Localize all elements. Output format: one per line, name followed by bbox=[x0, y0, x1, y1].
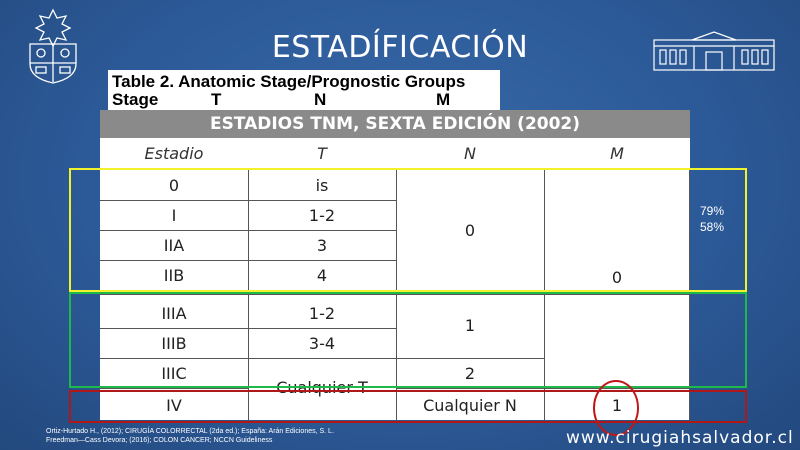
merged-cell-m1: 1 bbox=[611, 395, 623, 415]
table-row-t: 4 bbox=[316, 265, 328, 285]
grid-line bbox=[689, 168, 690, 420]
table-row-estadio: IIIA bbox=[161, 303, 187, 323]
university-crest-icon bbox=[29, 8, 77, 84]
table-row-t: 1-2 bbox=[308, 205, 336, 225]
merged-cell-m0: 0 bbox=[611, 267, 623, 287]
grid-line bbox=[544, 294, 690, 295]
website-url: www.cirugiahsalvador.cl bbox=[566, 428, 794, 448]
red-circle-annotation bbox=[593, 380, 639, 436]
merged-cell-n1: 1 bbox=[464, 315, 476, 335]
green-highlight-box bbox=[69, 292, 747, 388]
grid-line bbox=[396, 168, 397, 420]
hospital-building-icon bbox=[653, 31, 775, 71]
table-row-estadio: IIA bbox=[163, 235, 185, 255]
table-row-estadio: IIIB bbox=[161, 333, 187, 353]
grid-line bbox=[544, 168, 545, 420]
grid-line bbox=[544, 388, 690, 389]
table-row-t: 3 bbox=[316, 235, 328, 255]
citation-line: Freedman—Cass Devora; (2016); COLON CANC… bbox=[46, 437, 273, 444]
percentage-label: 79% bbox=[700, 204, 725, 218]
col-header-estadio: Estadio bbox=[144, 143, 204, 163]
slide-title: ESTADÍFICACIÓN bbox=[271, 30, 529, 65]
table-row-estadio: IIB bbox=[163, 265, 185, 285]
yellow-highlight-box bbox=[69, 168, 747, 292]
table-row-estadio: I bbox=[171, 205, 177, 225]
percentage-label: 58% bbox=[700, 220, 725, 234]
grid-line bbox=[100, 388, 248, 389]
col-header-n: N bbox=[464, 143, 476, 163]
table-row-t: 3-4 bbox=[308, 333, 336, 353]
grid-line bbox=[396, 388, 544, 389]
table-row-estadio: IIIC bbox=[161, 363, 187, 383]
table-row-t: is bbox=[315, 175, 329, 195]
table-heading: ESTADIOS TNM, SEXTA EDICIÓN (2002) bbox=[100, 110, 690, 138]
grid-line bbox=[248, 168, 249, 420]
background-col-stage: Stage bbox=[112, 90, 159, 109]
grid-line bbox=[100, 294, 544, 295]
table-row-t: 1-2 bbox=[308, 303, 336, 323]
merged-cell-n2: 2 bbox=[464, 363, 476, 383]
merged-cell-n0: 0 bbox=[464, 220, 476, 240]
red-highlight-box bbox=[69, 390, 747, 423]
citation-line: Ortiz-Hurtado H., (2012); CIRUGÍA COLORR… bbox=[46, 428, 334, 435]
background-col-n: N bbox=[314, 90, 327, 109]
col-header-m: M bbox=[610, 143, 624, 163]
table-row-estadio: IV bbox=[166, 395, 182, 415]
background-table-title: Table 2. Anatomic Stage/Prognostic Group… bbox=[112, 72, 466, 91]
background-col-t: T bbox=[211, 90, 222, 109]
grid-line bbox=[100, 358, 544, 359]
merged-cell-any-n: Cualquier N bbox=[423, 395, 517, 415]
background-table-header: Table 2. Anatomic Stage/Prognostic Group… bbox=[108, 70, 500, 110]
background-col-m: M bbox=[436, 90, 451, 109]
table-row-estadio: 0 bbox=[168, 175, 180, 195]
col-header-t: T bbox=[317, 143, 327, 163]
